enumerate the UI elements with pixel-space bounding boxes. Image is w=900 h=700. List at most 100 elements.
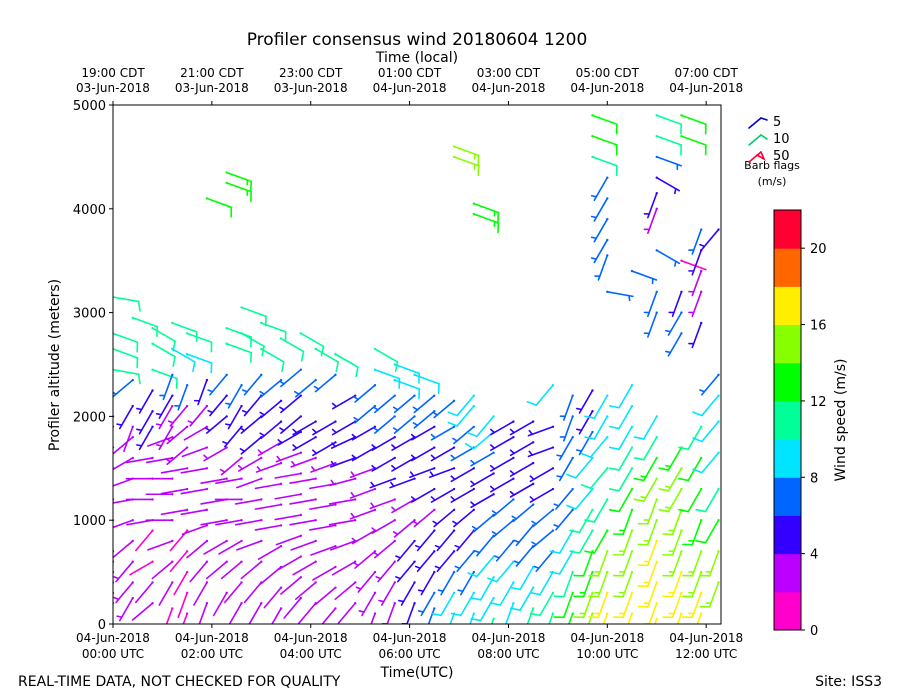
barb-staff (374, 348, 399, 363)
wind-barb (334, 352, 359, 378)
wind-barb (432, 399, 456, 419)
barb-base (591, 529, 594, 532)
barb-half-feather (313, 385, 320, 390)
barb-staff (294, 581, 317, 600)
wind-barb (312, 565, 337, 581)
barb-base (630, 446, 634, 449)
barb-staff (574, 457, 594, 479)
barb-half-feather (531, 541, 537, 546)
barb-staff (289, 498, 317, 505)
barb-staff (582, 550, 594, 577)
y-tick-label: 4000 (73, 203, 106, 218)
chart-title: Profiler consensus wind 20180604 1200 (247, 30, 588, 50)
barb-base (185, 487, 189, 491)
wind-barb (185, 352, 213, 374)
barb-base (205, 446, 209, 449)
wind-barb (113, 446, 115, 450)
wind-barb (447, 394, 476, 417)
barb-base (492, 451, 495, 454)
barb-half-feather (279, 406, 285, 411)
barb-staff (334, 581, 357, 600)
barb-staff (220, 560, 243, 580)
barb-base (314, 560, 317, 563)
wind-barb (370, 612, 377, 624)
barb-half-feather (353, 396, 359, 401)
wind-barb (490, 617, 495, 624)
barb-base (260, 373, 263, 377)
wind-barb (491, 498, 515, 517)
barb-base (680, 332, 683, 335)
wind-barb (236, 539, 263, 551)
barb-staff (165, 607, 174, 624)
legend-label: 5 (773, 115, 781, 130)
barb-base (700, 228, 703, 231)
barb-base (433, 467, 436, 470)
barb-base (413, 373, 416, 377)
wind-barb (678, 487, 703, 513)
barb-feather (464, 442, 475, 450)
barb-half-feather (528, 450, 534, 456)
wind-barb (369, 477, 396, 489)
barb-feather (584, 415, 596, 419)
barb-half-feather (276, 455, 281, 462)
barb-base (492, 617, 495, 621)
barb-half-feather (674, 187, 677, 195)
barb-staff (215, 519, 243, 526)
barb-staff (236, 477, 263, 489)
barb-staff (113, 446, 114, 450)
barb-feather (678, 446, 690, 451)
barb-half-feather (590, 257, 598, 260)
legend-barb-staff (748, 151, 762, 163)
wind-barb (225, 404, 243, 430)
barb-base (185, 467, 189, 470)
barb-staff (248, 602, 263, 624)
barb-staff (655, 135, 682, 146)
wind-barb (275, 534, 303, 546)
barb-base (185, 425, 189, 428)
barb-staff (312, 566, 337, 581)
barb-half-feather (410, 433, 417, 439)
wind-barb (274, 513, 303, 521)
barb-base (225, 519, 228, 522)
wind-barb (692, 451, 720, 474)
barb-base (373, 508, 377, 512)
barb-staff (655, 114, 682, 126)
wind-barb (450, 467, 476, 483)
wind-barb (472, 212, 500, 234)
wind-barb (454, 529, 476, 552)
colorbar-tick-label: 20 (810, 242, 827, 257)
wind-barb (171, 347, 196, 373)
barb-staff (113, 581, 114, 585)
barb-half-feather (155, 444, 163, 447)
wind-barb (113, 560, 115, 564)
barb-base (551, 467, 555, 470)
barb-base (630, 508, 634, 512)
colorbar-segment (774, 515, 801, 555)
barb-base (185, 591, 189, 595)
wind-barb (260, 321, 287, 343)
barb-base (472, 404, 476, 408)
wind-barb (293, 378, 317, 398)
barb-feather (584, 519, 596, 523)
barb-half-feather (450, 454, 456, 460)
barb-base (240, 560, 243, 563)
barb-half-feather (430, 496, 436, 501)
legend-barb-staff (748, 117, 762, 129)
wind-barb (145, 493, 174, 496)
barb-staff (593, 394, 609, 419)
wind-barb (310, 461, 337, 473)
barb-base (171, 560, 174, 563)
barb-half-feather (371, 444, 377, 449)
wind-barb (612, 570, 634, 598)
barb-base (260, 456, 263, 460)
barb-staff (113, 457, 134, 471)
barb-half-feather (351, 454, 357, 460)
wind-barb (279, 368, 303, 388)
barb-feather (320, 345, 325, 357)
barb-feather (467, 572, 478, 578)
barb-base (472, 591, 476, 595)
barb-base (260, 519, 263, 522)
legend-barb (748, 134, 768, 146)
barb-feather (300, 350, 305, 362)
wind-barb (432, 508, 456, 528)
